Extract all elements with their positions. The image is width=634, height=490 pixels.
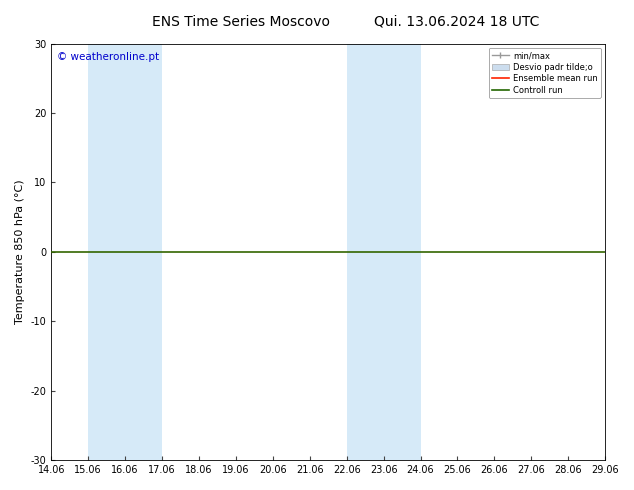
Text: © weatheronline.pt: © weatheronline.pt: [57, 52, 159, 62]
Y-axis label: Temperature 850 hPa (°C): Temperature 850 hPa (°C): [15, 179, 25, 324]
Bar: [125, 44, 162, 460]
Bar: [88, 44, 125, 460]
Legend: min/max, Desvio padr tilde;o, Ensemble mean run, Controll run: min/max, Desvio padr tilde;o, Ensemble m…: [489, 48, 601, 98]
Text: Qui. 13.06.2024 18 UTC: Qui. 13.06.2024 18 UTC: [374, 15, 539, 29]
Bar: [605, 44, 624, 460]
Text: ENS Time Series Moscovo: ENS Time Series Moscovo: [152, 15, 330, 29]
Bar: [384, 44, 420, 460]
Bar: [347, 44, 384, 460]
